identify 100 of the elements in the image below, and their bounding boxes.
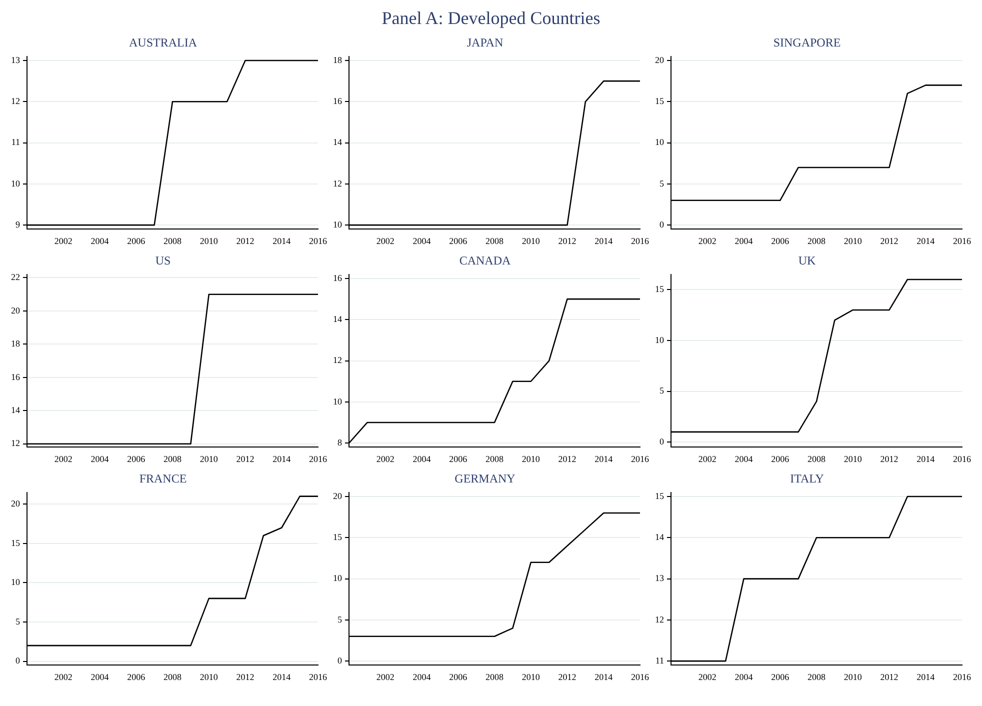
x-tick-label: 2010 xyxy=(522,454,540,464)
y-tick-label: 9 xyxy=(16,219,20,230)
x-tick-label: 2016 xyxy=(631,672,650,682)
y-tick-label: 0 xyxy=(660,436,664,446)
chart-title: FRANCE xyxy=(139,471,187,486)
x-tick-label: 2008 xyxy=(486,236,504,246)
y-tick-label: 13 xyxy=(655,573,664,584)
y-tick-label: 15 xyxy=(11,538,20,548)
x-tick-label: 2006 xyxy=(771,672,790,682)
y-tick-label: 15 xyxy=(655,284,664,294)
x-tick-label: 2006 xyxy=(127,236,146,246)
x-tick-label: 2006 xyxy=(127,454,146,464)
x-tick-label: 2010 xyxy=(200,672,218,682)
x-tick-label: 2010 xyxy=(522,672,540,682)
x-tick-label: 2008 xyxy=(164,454,182,464)
x-tick-label: 2012 xyxy=(880,672,898,682)
y-tick-label: 14 xyxy=(11,405,20,416)
x-tick-label: 2016 xyxy=(309,454,328,464)
chart-title: US xyxy=(155,253,171,268)
y-tick-label: 0 xyxy=(338,655,342,666)
x-tick-label: 2006 xyxy=(449,672,468,682)
x-tick-label: 2012 xyxy=(236,236,254,246)
y-tick-label: 12 xyxy=(11,96,20,106)
x-tick-label: 2012 xyxy=(236,454,254,464)
x-tick-label: 2002 xyxy=(376,236,394,246)
x-tick-label: 2010 xyxy=(844,454,862,464)
x-tick-label: 2014 xyxy=(594,672,614,682)
y-tick-label: 20 xyxy=(11,498,20,509)
y-tick-label: 12 xyxy=(11,438,20,448)
y-tick-label: 12 xyxy=(655,614,664,624)
y-tick-label: 5 xyxy=(16,616,20,626)
x-tick-label: 2002 xyxy=(376,672,394,682)
x-tick-label: 2012 xyxy=(558,672,576,682)
y-tick-label: 15 xyxy=(655,490,664,501)
y-tick-label: 5 xyxy=(660,178,664,188)
x-tick-label: 2014 xyxy=(594,236,614,246)
x-tick-label: 2008 xyxy=(808,236,826,246)
x-tick-label: 2010 xyxy=(200,454,218,464)
y-tick-label: 10 xyxy=(11,178,20,188)
x-tick-label: 2006 xyxy=(127,672,146,682)
y-tick-label: 16 xyxy=(333,272,342,283)
y-tick-label: 8 xyxy=(338,437,342,448)
text: Panel A: Developed Countries xyxy=(380,8,602,30)
y-tick-label: 20 xyxy=(333,490,342,501)
x-tick-label: 2016 xyxy=(309,236,328,246)
x-tick-label: 2004 xyxy=(412,236,432,246)
x-tick-label: 2002 xyxy=(698,236,716,246)
x-tick-label: 2008 xyxy=(808,672,826,682)
x-tick-label: 2016 xyxy=(309,672,328,682)
x-tick-label: 2006 xyxy=(771,236,790,246)
x-tick-label: 2010 xyxy=(200,236,218,246)
x-tick-label: 2010 xyxy=(844,672,862,682)
x-tick-label: 2004 xyxy=(734,454,754,464)
x-tick-label: 2006 xyxy=(449,236,468,246)
y-tick-label: 10 xyxy=(333,396,342,406)
y-tick-label: 13 xyxy=(11,54,20,65)
x-tick-label: 2002 xyxy=(376,454,394,464)
x-tick-label: 2012 xyxy=(880,454,898,464)
x-tick-label: 2014 xyxy=(916,672,936,682)
y-tick-label: 16 xyxy=(333,96,342,106)
x-tick-label: 2012 xyxy=(236,672,254,682)
x-tick-label: 2004 xyxy=(90,672,110,682)
y-tick-label: 0 xyxy=(660,219,664,230)
x-tick-label: 2010 xyxy=(844,236,862,246)
y-tick-label: 10 xyxy=(655,137,664,148)
x-tick-label: 2014 xyxy=(916,454,936,464)
chart-title: JAPAN xyxy=(466,35,504,50)
y-tick-label: 18 xyxy=(333,54,342,65)
x-tick-label: 2014 xyxy=(272,672,292,682)
y-tick-label: 11 xyxy=(655,655,664,666)
y-tick-label: 22 xyxy=(11,272,20,282)
chart-title: AUSTRALIA xyxy=(129,35,198,50)
x-tick-label: 2016 xyxy=(953,236,972,246)
x-tick-label: 2006 xyxy=(449,454,468,464)
x-tick-label: 2012 xyxy=(558,236,576,246)
x-tick-label: 2008 xyxy=(164,236,182,246)
x-tick-label: 2004 xyxy=(90,236,110,246)
x-tick-label: 2002 xyxy=(698,454,716,464)
x-tick-label: 2014 xyxy=(272,236,292,246)
x-tick-label: 2008 xyxy=(164,672,182,682)
y-tick-label: 5 xyxy=(660,386,664,396)
x-tick-label: 2002 xyxy=(54,454,72,464)
y-tick-label: 16 xyxy=(11,372,20,382)
x-tick-label: 2006 xyxy=(771,454,790,464)
chart-title: SINGAPORE xyxy=(773,35,841,50)
y-tick-label: 12 xyxy=(333,355,342,366)
x-tick-label: 2004 xyxy=(412,454,432,464)
y-tick-label: 10 xyxy=(333,219,342,230)
x-tick-label: 2004 xyxy=(734,236,754,246)
y-tick-label: 20 xyxy=(655,54,664,65)
x-tick-label: 2016 xyxy=(953,672,972,682)
x-tick-label: 2016 xyxy=(631,236,650,246)
y-tick-label: 15 xyxy=(333,532,342,542)
x-tick-label: 2012 xyxy=(558,454,576,464)
chart-title: CANADA xyxy=(459,253,511,268)
y-tick-label: 10 xyxy=(11,577,20,588)
x-tick-label: 2014 xyxy=(594,454,614,464)
y-tick-label: 20 xyxy=(11,305,20,316)
y-tick-label: 0 xyxy=(16,656,20,666)
y-tick-label: 11 xyxy=(11,137,20,148)
